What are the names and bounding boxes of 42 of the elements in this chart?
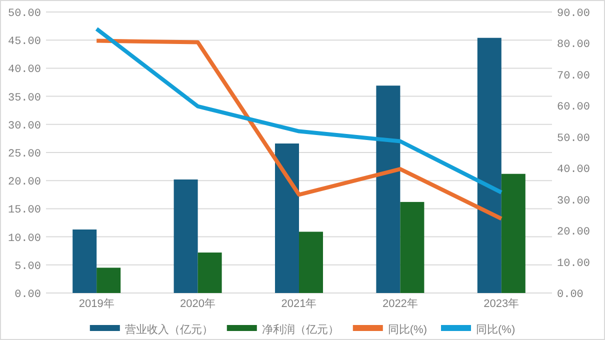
legend-label: 营业收入（亿元）: [124, 323, 213, 336]
y-tick-label: 5.00: [14, 260, 41, 273]
y2-tick-label: 30.00: [557, 195, 590, 208]
legend-label: 同比(%): [476, 323, 516, 336]
y2-tick-label: 20.00: [557, 226, 590, 239]
x-tick-label: 2021年: [281, 298, 317, 310]
y2-tick-label: 10.00: [557, 258, 590, 270]
y2-tick-label: 0.00: [557, 289, 584, 301]
x-tick-label: 2022年: [382, 298, 418, 310]
bar: [400, 202, 424, 293]
y2-tick-label: 50.00: [557, 132, 590, 145]
bar: [96, 268, 121, 293]
x-tick-label: 2019年: [78, 298, 114, 310]
bar: [174, 179, 198, 293]
bar: [477, 38, 502, 293]
bar: [275, 144, 299, 293]
y-tick-label: 30.00: [8, 120, 41, 132]
y-tick-label: 0.00: [14, 289, 41, 301]
y-tick-label: 10.00: [8, 232, 41, 245]
line-series: [94, 26, 504, 194]
bar: [299, 232, 323, 293]
y2-tick-label: 40.00: [557, 164, 590, 176]
y-tick-label: 35.00: [8, 92, 41, 104]
x-tick-label: 2023年: [484, 298, 520, 310]
y-tick-label: 20.00: [8, 176, 41, 189]
y2-tick-label: 90.00: [557, 8, 590, 20]
y2-tick-label: 60.00: [557, 102, 590, 114]
y2-tick-label: 70.00: [557, 70, 590, 82]
bar: [198, 252, 222, 293]
y-tick-label: 15.00: [8, 204, 41, 217]
y2-tick-label: 80.00: [557, 39, 590, 52]
y-tick-label: 45.00: [8, 36, 41, 48]
legend-label: 同比(%): [388, 323, 427, 336]
bar: [376, 86, 400, 293]
y-tick-label: 25.00: [8, 148, 41, 160]
line-series: [94, 38, 504, 221]
bar: [501, 174, 526, 293]
x-tick-label: 2020年: [180, 298, 216, 310]
y-tick-label: 50.00: [8, 8, 41, 20]
y-tick-label: 40.00: [8, 64, 41, 76]
legend-label: 净利润（亿元）: [262, 323, 339, 336]
bar: [72, 229, 97, 293]
